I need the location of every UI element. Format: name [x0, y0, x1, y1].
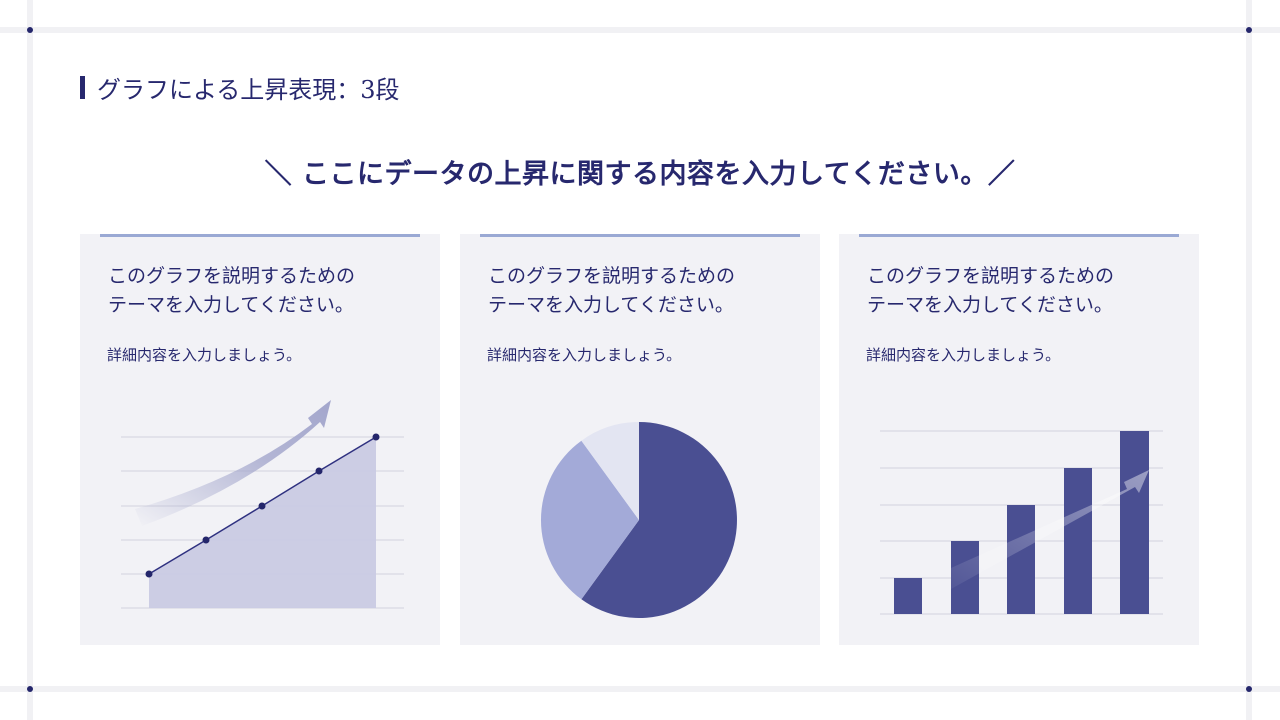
page-title: グラフによる上昇表現：3段: [80, 70, 400, 104]
card-detail: 詳細内容を入力しましょう。: [487, 346, 682, 364]
headline: ＼ ここにデータの上昇に関する内容を入力してください。／: [264, 159, 1016, 190]
area-chart: [121, 400, 404, 609]
card-theme-line2: テーマを入力してください。: [488, 294, 734, 316]
card-theme-line2: テーマを入力してください。: [108, 294, 354, 316]
diagonal-arrow-icon: [951, 470, 1149, 589]
card-pie-chart: このグラフを説明するための テーマを入力してください。 詳細内容を入力しましょう…: [460, 234, 820, 645]
card-bar-chart: このグラフを説明するための テーマを入力してください。 詳細内容を入力しましょう…: [839, 234, 1199, 645]
card-theme: このグラフを説明するための テーマを入力してください。: [867, 262, 1177, 320]
card-theme-line1: このグラフを説明するための: [488, 265, 736, 287]
card-theme-line2: テーマを入力してください。: [867, 294, 1113, 316]
frame-dot: [27, 686, 33, 692]
card-theme: このグラフを説明するための テーマを入力してください。: [108, 262, 418, 320]
card-accent-line: [859, 234, 1179, 237]
card-accent-line: [100, 234, 420, 237]
card-detail: 詳細内容を入力しましょう。: [107, 346, 302, 364]
curved-arrow-icon: [135, 400, 331, 526]
frame-line-right: [1246, 0, 1252, 720]
card-theme-line1: このグラフを説明するための: [108, 265, 356, 287]
bar-chart: [880, 430, 1163, 615]
card-theme: このグラフを説明するための テーマを入力してください。: [488, 262, 798, 320]
pie-chart: [540, 422, 737, 618]
card-accent-line: [480, 234, 800, 237]
frame-line-left: [27, 0, 33, 720]
card-theme-line1: このグラフを説明するための: [867, 265, 1115, 287]
title-accent-bar: [80, 75, 85, 99]
frame-dot: [1246, 27, 1252, 33]
page-title-text: グラフによる上昇表現：3段: [97, 75, 400, 104]
frame-line-bottom: [0, 686, 1280, 692]
frame-dot: [27, 27, 33, 33]
frame-line-top: [0, 27, 1280, 33]
frame-dot: [1246, 686, 1252, 692]
card-detail: 詳細内容を入力しましょう。: [866, 346, 1061, 364]
card-line-chart: このグラフを説明するための テーマを入力してください。 詳細内容を入力しましょう…: [80, 234, 440, 645]
